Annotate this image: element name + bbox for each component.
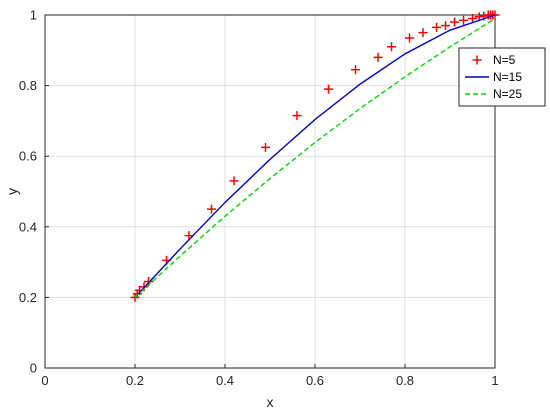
ticks: 0 0.2 0.4 0.6 0.8 1 0 0.2 0.4 0.6 0.8 1 <box>19 8 499 389</box>
data-point <box>441 21 450 31</box>
data-point <box>450 17 459 27</box>
y-tick-label: 0.6 <box>19 149 37 164</box>
data-point <box>351 65 360 75</box>
series-n-15-line <box>134 14 496 298</box>
y-tick-label: 1 <box>30 8 37 23</box>
data-point <box>261 142 270 152</box>
plot-frame <box>44 14 496 369</box>
y-tick-label: 0.4 <box>19 219 37 234</box>
x-tick-label: 1 <box>491 373 498 388</box>
legend: N=5 N=15 N=25 <box>458 47 546 107</box>
data-point <box>207 204 216 214</box>
data-point <box>432 22 441 32</box>
legend-label: N=15 <box>493 70 522 84</box>
x-tick-label: 0 <box>41 373 48 388</box>
grid <box>45 15 495 368</box>
legend-label: N=5 <box>493 53 516 67</box>
x-tick-label: 0.8 <box>396 373 414 388</box>
x-tick-label: 0.6 <box>306 373 324 388</box>
series-n-25-line <box>134 17 496 298</box>
y-tick-label: 0.2 <box>19 290 37 305</box>
data-point <box>468 14 477 24</box>
data-point <box>229 176 239 186</box>
y-axis-label: y <box>4 188 20 195</box>
y-tick-label: 0 <box>30 361 37 376</box>
data-point <box>418 28 428 38</box>
data-point <box>405 33 414 43</box>
x-tick-label: 0.2 <box>126 373 144 388</box>
x-axis-label: x <box>267 394 274 410</box>
data-point <box>472 55 482 65</box>
data-point <box>387 42 396 52</box>
data-point <box>292 111 302 121</box>
y-tick-label: 0.8 <box>19 78 37 93</box>
data-point <box>459 15 468 25</box>
x-tick-label: 0.4 <box>216 373 234 388</box>
data-point <box>373 52 383 62</box>
legend-label: N=25 <box>493 87 522 101</box>
data-point <box>324 84 333 94</box>
series-group <box>130 10 500 302</box>
